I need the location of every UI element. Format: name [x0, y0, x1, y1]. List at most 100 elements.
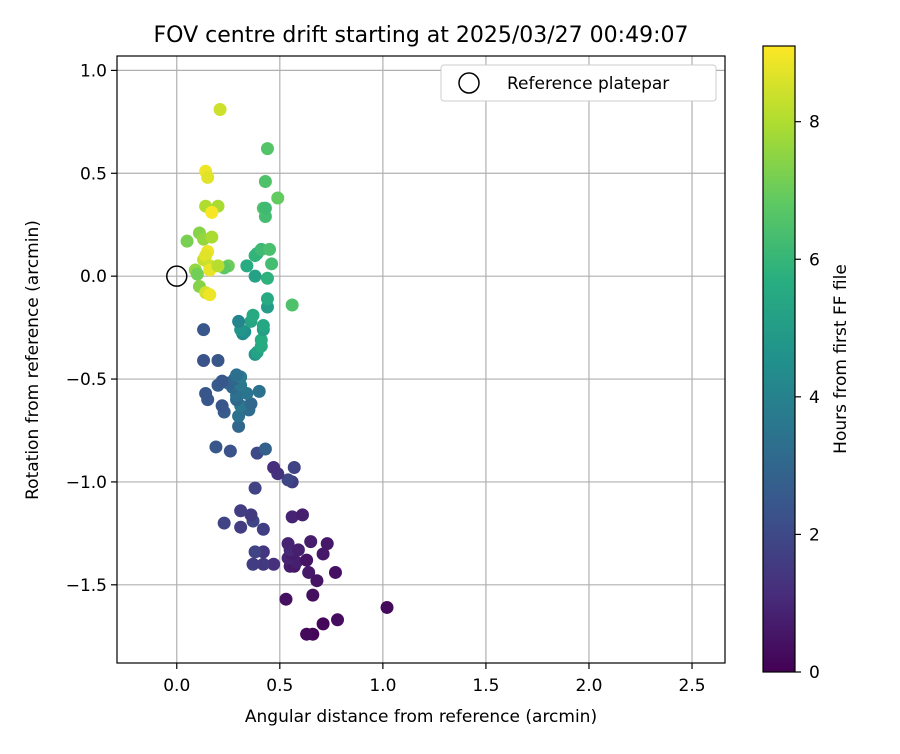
data-point	[260, 271, 274, 285]
legend: Reference platepar	[440, 64, 717, 102]
data-point	[223, 444, 237, 458]
data-point	[281, 473, 295, 487]
data-point	[254, 333, 268, 347]
data-point	[180, 234, 194, 248]
data-point	[215, 399, 229, 413]
data-point	[304, 535, 318, 549]
y-tick-label: −1.5	[66, 576, 107, 596]
y-tick-label: 1.0	[80, 61, 107, 81]
data-point	[320, 537, 334, 551]
data-point	[248, 545, 262, 559]
colorbar-gradient	[762, 45, 796, 673]
colorbar-tick-label: 0	[809, 663, 820, 683]
y-axis-label: Rotation from reference (arcmin)	[23, 220, 43, 500]
y-tick-label: 0.5	[80, 164, 107, 184]
data-point	[265, 257, 279, 271]
x-axis-ticks: 0.0 0.5 1.0 1.5 2.0 2.5	[163, 663, 706, 696]
colorbar: 0 2 4 6 8 Hours from first FF file	[762, 45, 851, 683]
data-point	[328, 565, 342, 579]
colorbar-tick-label: 4	[809, 388, 820, 408]
plot-frame	[116, 55, 726, 664]
data-point	[234, 504, 248, 518]
data-point	[232, 409, 246, 423]
data-point	[201, 170, 215, 184]
y-tick-label: 0.0	[80, 267, 107, 287]
data-point	[302, 565, 316, 579]
data-point	[232, 314, 246, 328]
data-point	[256, 557, 270, 571]
data-point	[240, 259, 254, 273]
data-point	[230, 368, 244, 382]
grid-lines	[117, 56, 725, 663]
data-point	[248, 269, 262, 283]
x-tick-label: 0.0	[163, 676, 190, 696]
colorbar-ticks: 0 2 4 6 8	[795, 113, 820, 683]
y-axis-ticks: 1.0 0.5 0.0 −0.5 −1.0 −1.5	[66, 61, 117, 596]
data-point	[316, 617, 330, 631]
data-point	[295, 508, 309, 522]
data-point	[209, 440, 223, 454]
data-point	[232, 419, 246, 433]
legend-box	[440, 64, 717, 102]
colorbar-label: Hours from first FF file	[831, 264, 851, 454]
data-point	[199, 249, 213, 263]
data-point	[258, 175, 272, 189]
data-point	[291, 543, 305, 557]
data-point	[260, 142, 274, 156]
data-point	[205, 205, 219, 219]
data-point	[331, 613, 345, 627]
data-point	[211, 259, 225, 273]
data-point	[246, 557, 260, 571]
colorbar-tick-label: 2	[809, 525, 820, 545]
data-point	[300, 627, 314, 641]
x-tick-label: 0.5	[266, 676, 293, 696]
data-point	[205, 230, 219, 244]
data-point	[246, 308, 260, 322]
data-point	[281, 537, 295, 551]
data-point	[306, 588, 320, 602]
data-point	[271, 191, 285, 205]
data-point	[252, 384, 266, 398]
data-point	[211, 354, 225, 368]
data-point	[203, 288, 217, 302]
data-point	[256, 522, 270, 536]
data-point	[190, 267, 204, 281]
data-point	[244, 508, 258, 522]
data-point	[258, 442, 272, 456]
data-point	[234, 520, 248, 534]
y-tick-label: −0.5	[66, 370, 107, 390]
data-point	[267, 461, 281, 475]
x-tick-label: 2.0	[575, 676, 602, 696]
data-point	[215, 374, 229, 388]
data-point	[285, 510, 299, 524]
data-point	[300, 553, 314, 567]
legend-entry-label: Reference platepar	[507, 74, 669, 94]
data-point	[279, 592, 293, 606]
data-point	[213, 102, 227, 116]
data-point	[263, 242, 277, 256]
data-point	[310, 574, 324, 588]
legend-marker-icon	[458, 72, 480, 94]
data-point	[260, 292, 274, 306]
data-point	[244, 397, 258, 411]
x-tick-label: 1.5	[472, 676, 499, 696]
data-point	[380, 600, 394, 614]
x-tick-label: 2.5	[679, 676, 706, 696]
data-point	[199, 386, 213, 400]
colorbar-tick-label: 6	[809, 250, 820, 270]
data-points	[180, 102, 394, 641]
data-point	[248, 481, 262, 495]
data-point	[217, 516, 231, 530]
data-point	[258, 201, 272, 215]
x-tick-label: 1.0	[369, 676, 396, 696]
y-tick-label: −1.0	[66, 473, 107, 493]
reference-platepar-marker	[166, 265, 188, 287]
chart-title: FOV centre drift starting at 2025/03/27 …	[154, 23, 689, 48]
data-point	[285, 298, 299, 312]
data-point	[197, 354, 211, 368]
data-point	[316, 547, 330, 561]
data-point	[197, 323, 211, 337]
colorbar-tick-label: 8	[809, 113, 820, 133]
